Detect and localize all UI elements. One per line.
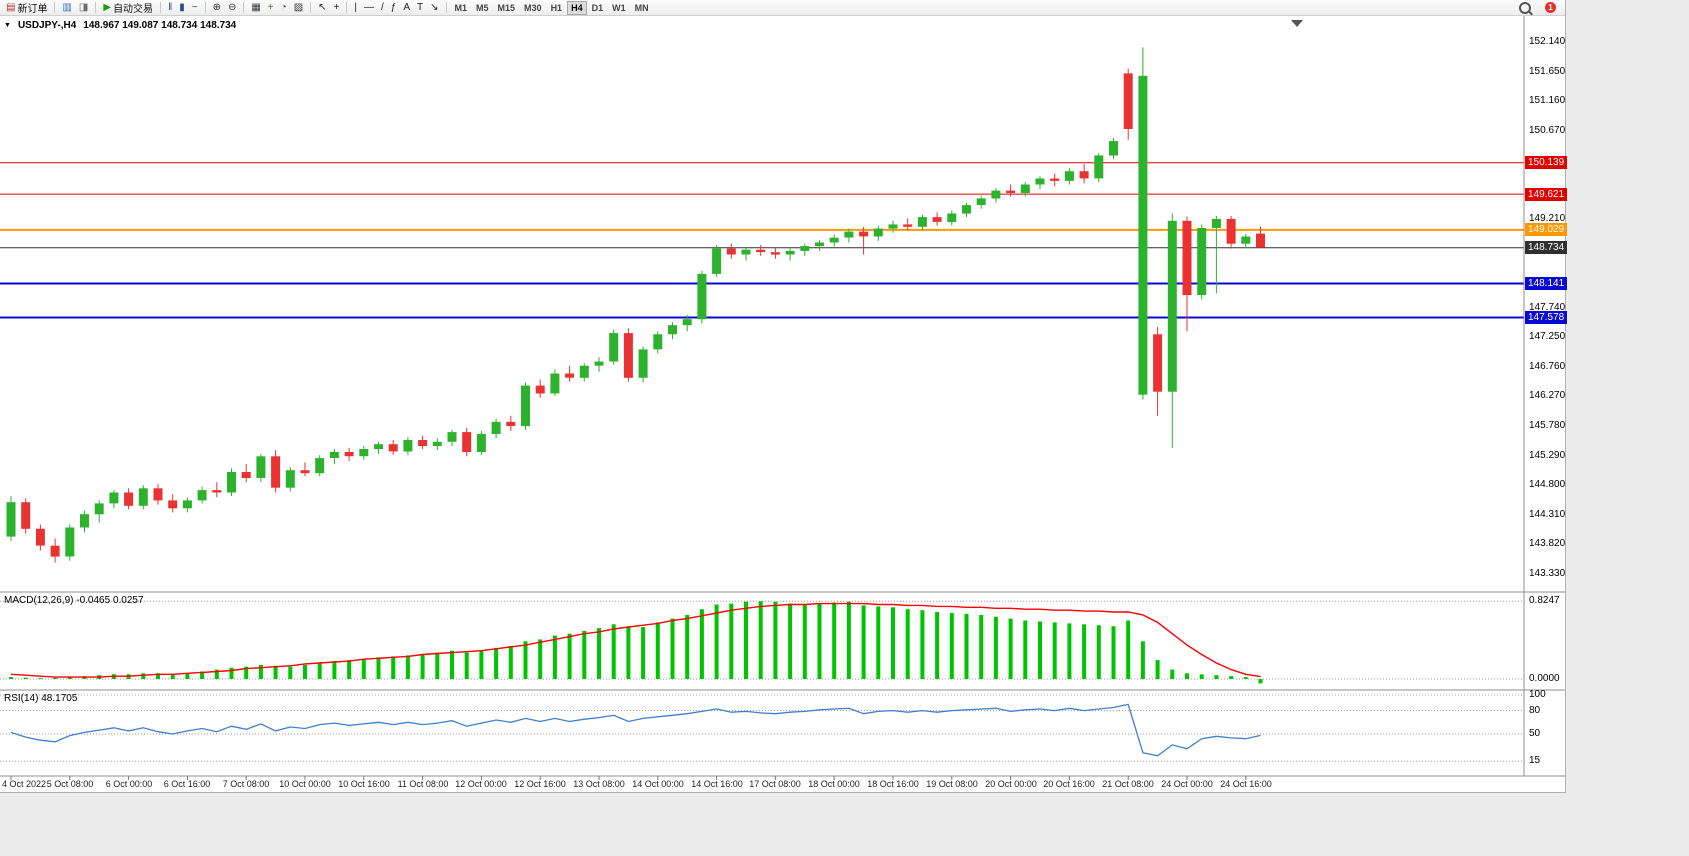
indicators-icon: + xyxy=(267,2,274,13)
bar-chart-button[interactable]: ‖ xyxy=(165,0,175,16)
trendline-icon: / xyxy=(380,2,384,13)
candles-layer xyxy=(6,47,1265,563)
chart-area: ▼ USDJPY-,H4 148.967 149.087 148.734 148… xyxy=(0,16,1568,792)
candlestick-chart-icon: ▮ xyxy=(179,2,185,13)
search-button[interactable] xyxy=(1516,0,1534,16)
toolbar-buttons: ▤ 新订单 ▥ ◨ ▶ 自动交易 ‖ ▮ ~ ⊕ ⊖ ▦ + ◔ ▨ ↖ + | — / ƒ A T ↘ M1 M5 M15 M30 H… xyxy=(3,0,653,16)
zoom-in-button[interactable]: ⊕ xyxy=(210,0,224,16)
periods-button[interactable]: ◔ xyxy=(278,0,290,16)
toolbar-separator xyxy=(160,2,162,13)
chart-shift-icon xyxy=(1291,20,1303,27)
search-icon xyxy=(1519,1,1533,15)
zoom-out-icon: ⊖ xyxy=(227,2,237,13)
text-button[interactable]: A xyxy=(400,0,413,16)
fibonacci-button[interactable]: ƒ xyxy=(388,0,400,16)
timeframe-button-h4[interactable]: H4 xyxy=(567,0,587,15)
cursor-icon: ↖ xyxy=(318,2,327,13)
toolbar-separator xyxy=(243,2,245,13)
timeframe-button-m1[interactable]: M1 xyxy=(454,2,468,13)
text-icon: A xyxy=(403,2,410,13)
horizontal-line-icon: — xyxy=(363,2,374,13)
notifications-button[interactable]: 1 xyxy=(1542,0,1559,16)
label-button[interactable]: T xyxy=(414,0,426,16)
new-order-button[interactable]: ▤ 新订单 xyxy=(3,0,50,16)
macd-pane xyxy=(0,600,1524,684)
templates-button[interactable]: ▨ xyxy=(291,0,306,16)
toolbar-separator xyxy=(310,2,312,13)
toolbar-right-group: 1 xyxy=(1516,0,1562,16)
fibonacci-icon: ƒ xyxy=(390,2,397,13)
charts-button[interactable]: ▥ xyxy=(59,0,74,16)
line-chart-button[interactable]: ~ xyxy=(189,0,201,16)
arrows-icon: ↘ xyxy=(430,2,439,13)
notification-badge-icon: 1 xyxy=(1545,2,1556,13)
zoom-in-icon: ⊕ xyxy=(212,2,221,13)
rsi-pane xyxy=(0,694,1524,762)
price-chart-canvas[interactable] xyxy=(0,16,1565,792)
timeframe-button-m15[interactable]: M15 xyxy=(497,2,516,13)
profiles-icon: ◨ xyxy=(78,2,89,13)
new-order-button-label: 新订单 xyxy=(17,4,48,15)
trendline-button[interactable]: / xyxy=(378,0,387,16)
timeframe-button-h1[interactable]: H1 xyxy=(550,2,563,13)
candlestick-chart-button[interactable]: ▮ xyxy=(176,0,188,16)
periods-icon: ◔ xyxy=(280,2,287,13)
templates-icon: ▨ xyxy=(293,2,304,13)
toolbar-separator xyxy=(204,2,206,13)
timeframe-button-d1[interactable]: D1 xyxy=(591,2,604,13)
auto-trading-button[interactable]: ▶ 自动交易 xyxy=(100,0,156,16)
toolbar-separator xyxy=(445,2,447,13)
tile-windows-icon: ▦ xyxy=(251,2,261,13)
timeframe-button-w1[interactable]: W1 xyxy=(612,2,626,13)
toolbar-separator xyxy=(95,2,97,13)
zoom-out-button[interactable]: ⊖ xyxy=(225,0,239,16)
toolbar: ▤ 新订单 ▥ ◨ ▶ 自动交易 ‖ ▮ ~ ⊕ ⊖ ▦ + ◔ ▨ ↖ + | — / ƒ A T ↘ M1 M5 M15 M30 H… xyxy=(0,0,1565,16)
timeframe-button-m30[interactable]: M30 xyxy=(524,2,542,13)
crosshair-button[interactable]: + xyxy=(331,0,343,16)
auto-trading-button-label: 自动交易 xyxy=(113,4,154,15)
crosshair-icon: + xyxy=(333,2,340,13)
cursor-button[interactable]: ↖ xyxy=(315,0,329,16)
auto-trading-icon: ▶ xyxy=(103,2,112,13)
timeframe-button-m5[interactable]: M5 xyxy=(476,2,489,13)
horizontal-line-button[interactable]: — xyxy=(361,0,377,16)
timeframe-button-mn[interactable]: MN xyxy=(634,2,649,13)
toolbar-separator xyxy=(346,2,348,13)
vertical-line-button[interactable]: | xyxy=(351,0,360,16)
tile-windows-button[interactable]: ▦ xyxy=(248,0,263,16)
arrows-button[interactable]: ↘ xyxy=(427,0,441,16)
bar-chart-icon: ‖ xyxy=(168,2,173,13)
price-axis[interactable] xyxy=(1524,16,1565,776)
label-icon: T xyxy=(417,2,424,13)
mt4-window: ▤ 新订单 ▥ ◨ ▶ 自动交易 ‖ ▮ ~ ⊕ ⊖ ▦ + ◔ ▨ ↖ + | — / ƒ A T ↘ M1 M5 M15 M30 H… xyxy=(0,0,1568,793)
toolbar-separator xyxy=(54,2,56,13)
time-axis[interactable] xyxy=(0,776,1524,792)
hlines-layer xyxy=(0,162,1524,319)
new-order-icon: ▤ xyxy=(6,2,16,13)
profiles-button[interactable]: ◨ xyxy=(76,0,91,16)
charts-icon: ▥ xyxy=(62,2,72,13)
line-chart-icon: ~ xyxy=(191,2,198,13)
pane-separators xyxy=(0,16,1565,777)
vertical-line-icon: | xyxy=(354,2,357,13)
time-axis-ticks xyxy=(10,776,1247,780)
indicators-button[interactable]: + xyxy=(265,0,277,16)
